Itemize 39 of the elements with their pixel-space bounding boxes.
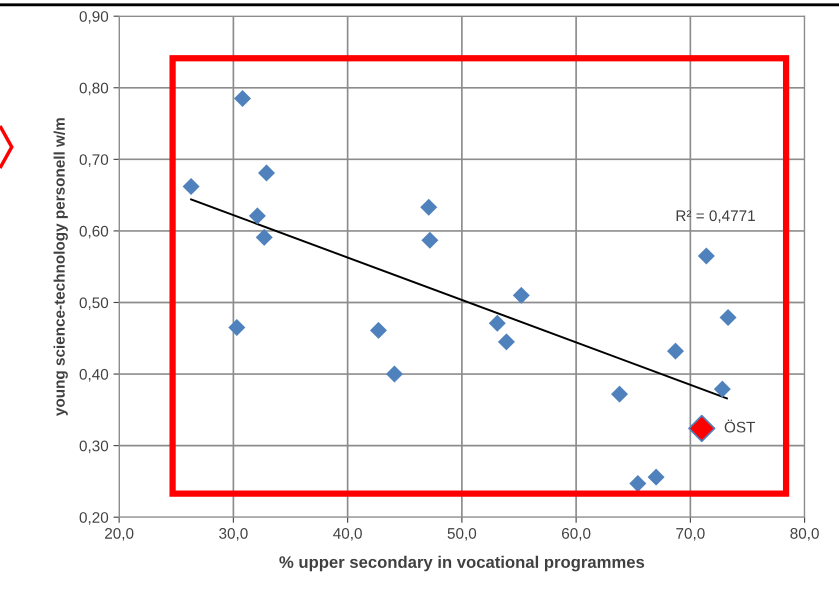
point bbox=[714, 380, 731, 398]
x-tick-label: 80,0 bbox=[790, 528, 819, 541]
y-tick-label: 0,50 bbox=[80, 297, 108, 310]
point bbox=[421, 232, 438, 249]
x-axis-title: % upper secondary in vocational programmes bbox=[279, 556, 644, 572]
x-tick-label: 40,0 bbox=[333, 528, 362, 541]
point bbox=[611, 386, 628, 403]
x-tick-label: 70,0 bbox=[676, 528, 705, 541]
y-tick-label: 0,40 bbox=[80, 368, 108, 382]
point bbox=[648, 468, 665, 486]
point bbox=[629, 475, 646, 492]
point bbox=[386, 366, 403, 383]
y-tick-label: 0,20 bbox=[80, 512, 108, 525]
point bbox=[698, 247, 715, 264]
x-tick-label: 50,0 bbox=[448, 528, 476, 541]
point bbox=[370, 322, 387, 339]
x-tick-label: 60,0 bbox=[562, 528, 590, 541]
point bbox=[182, 178, 200, 196]
y-tick-label: 0,70 bbox=[80, 154, 108, 167]
point bbox=[248, 207, 266, 224]
point bbox=[688, 414, 716, 442]
x-tick-label: 30,0 bbox=[219, 528, 248, 541]
point bbox=[498, 333, 515, 350]
point bbox=[488, 314, 506, 332]
point bbox=[512, 286, 530, 304]
point bbox=[234, 90, 252, 108]
point bbox=[667, 342, 684, 360]
y-tick-label: 0,90 bbox=[80, 11, 108, 24]
point bbox=[420, 198, 438, 216]
point bbox=[258, 164, 276, 182]
y-tick-label: 0,30 bbox=[80, 440, 108, 454]
point bbox=[720, 309, 737, 326]
y-axis-title: young science-technology personell w/m bbox=[54, 118, 68, 416]
point bbox=[256, 228, 273, 246]
y-tick-label: 0,60 bbox=[80, 226, 108, 238]
y-tick-label: 0,80 bbox=[80, 82, 108, 96]
point bbox=[228, 319, 246, 336]
series-label: ÖST bbox=[724, 420, 756, 433]
x-tick-label: 20,0 bbox=[105, 528, 134, 541]
